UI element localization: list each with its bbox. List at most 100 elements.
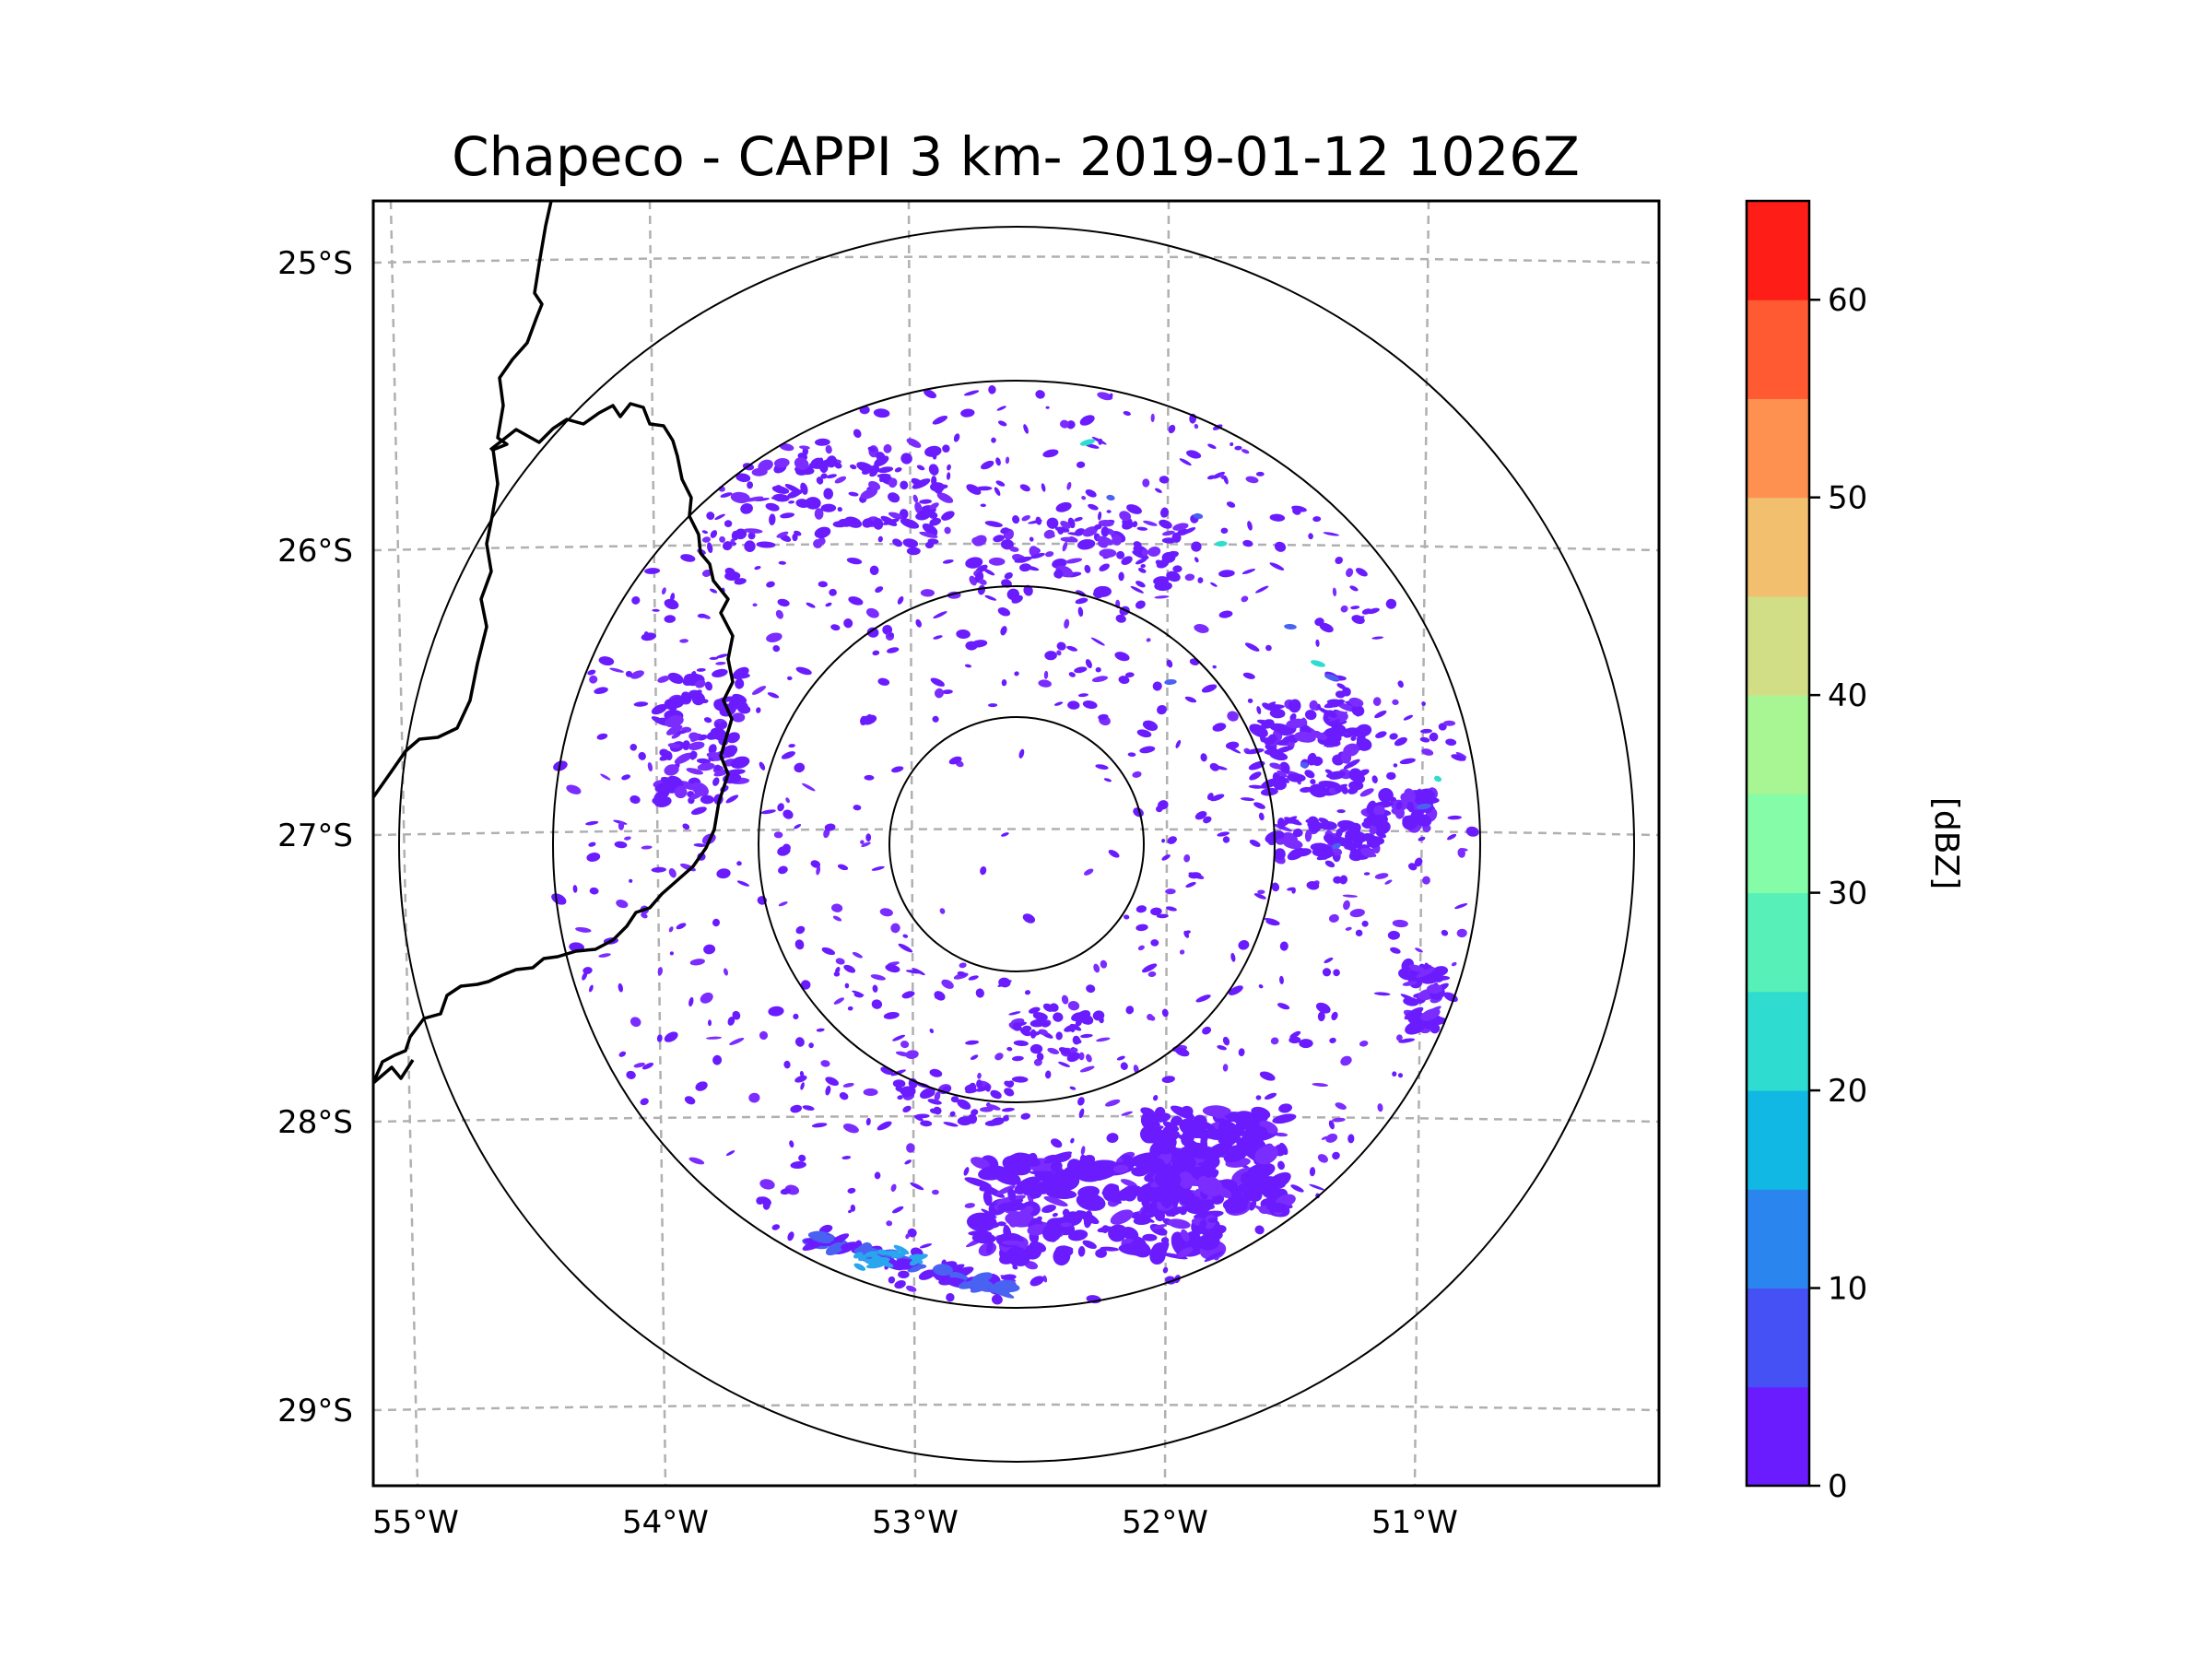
echo-cell <box>1038 1029 1048 1036</box>
echo-cell <box>735 678 745 689</box>
echo-cell <box>1091 436 1107 445</box>
echo-cell <box>735 528 747 540</box>
echo-cell <box>839 1092 849 1100</box>
echo-cell <box>1287 847 1305 861</box>
colorbar-tick-label: 40 <box>1828 677 1867 714</box>
echo-cell <box>769 513 776 525</box>
echo-cell <box>790 1104 803 1113</box>
echo-cell <box>843 964 856 973</box>
echo-cell <box>994 487 1001 496</box>
echo-cell <box>1116 1055 1125 1061</box>
echo-cell <box>697 613 707 618</box>
gridline-lon-55w <box>389 201 419 1486</box>
echo-cell <box>1060 1222 1072 1228</box>
echo-cell <box>641 1063 654 1070</box>
echo-cell <box>1395 1034 1403 1041</box>
echo-cell <box>703 717 712 724</box>
echo-cell <box>725 794 739 804</box>
lon-axis: 55°W 54°W 53°W 52°W 51°W <box>372 1504 1458 1541</box>
echo-cell <box>1186 450 1202 459</box>
echo-cell <box>1242 672 1255 679</box>
echo-cell <box>1373 805 1385 816</box>
echo-cell <box>929 1028 935 1034</box>
echo-cell <box>1457 848 1465 858</box>
echo-cell <box>964 1177 992 1188</box>
echo-cell <box>1041 1205 1056 1213</box>
echo-cell <box>1030 1043 1043 1054</box>
colorbar-band <box>1747 300 1809 399</box>
echo-cell <box>870 974 886 981</box>
echo-cell <box>1255 471 1265 477</box>
echo-cell <box>706 512 715 521</box>
echo-cell <box>1304 830 1312 842</box>
echo-cell <box>1095 666 1101 673</box>
echo-cell <box>877 1121 892 1131</box>
echo-cell <box>1206 1230 1223 1241</box>
echo-cell <box>1292 828 1303 838</box>
echo-cell <box>691 692 705 706</box>
echo-cell <box>1177 1144 1201 1162</box>
echo-cell <box>995 457 1001 466</box>
echo-cell <box>1096 1037 1111 1042</box>
echo-cell <box>1210 582 1218 587</box>
echo-cell <box>863 1088 878 1097</box>
echo-cell <box>1167 836 1177 844</box>
echo-cell <box>1289 1030 1301 1039</box>
echo-cell <box>1242 539 1253 547</box>
echo-cell <box>736 880 750 887</box>
echo-cell <box>582 967 593 974</box>
echo-cell <box>727 1017 735 1026</box>
echo-cell <box>1395 801 1403 810</box>
echo-cell <box>1179 949 1185 955</box>
echo-cell <box>651 866 666 873</box>
echo-cell <box>1398 1038 1416 1043</box>
echo-cell <box>1335 690 1346 699</box>
echo-cell <box>1141 548 1148 557</box>
echo-cell <box>919 499 932 504</box>
echo-cell <box>1274 848 1286 861</box>
echo-cell <box>943 1122 959 1127</box>
echo-cell <box>932 715 939 723</box>
echo-cell <box>664 764 679 776</box>
echo-cell <box>1062 541 1068 552</box>
echo-cell <box>1172 565 1182 573</box>
echo-cell <box>842 1124 859 1134</box>
echo-cell <box>853 993 864 998</box>
echo-cell <box>1359 788 1374 797</box>
echo-cell <box>1030 552 1045 559</box>
echo-cell <box>1060 536 1078 543</box>
echo-cell <box>1234 445 1242 451</box>
gridline-lat-25s <box>373 255 1659 265</box>
echo-cell <box>1283 839 1303 850</box>
echo-cell <box>695 679 706 688</box>
echo-cell <box>1030 1018 1046 1028</box>
echo-cell <box>1077 1185 1100 1199</box>
echo-cell <box>920 589 935 597</box>
echo-cell <box>720 721 727 728</box>
echo-cell <box>1348 851 1364 862</box>
echo-cell <box>825 1077 840 1087</box>
echo-cell <box>888 477 898 488</box>
echo-cell <box>724 567 735 576</box>
echo-cell <box>1133 1065 1139 1074</box>
echo-cell <box>625 670 633 677</box>
echo-cell <box>640 1098 649 1106</box>
echo-cell <box>1027 1224 1047 1236</box>
echo-cell <box>1421 748 1434 756</box>
echo-cell <box>1055 1031 1063 1041</box>
echo-cell <box>665 724 683 735</box>
echo-cell <box>850 1204 856 1212</box>
echo-cell <box>1374 873 1389 879</box>
echo-cell <box>1442 720 1456 726</box>
echo-cell <box>1110 1209 1134 1225</box>
echo-cell <box>929 1108 937 1114</box>
echo-cell <box>1124 672 1135 678</box>
echo-cell <box>1390 947 1401 954</box>
echo-cell <box>1433 775 1442 782</box>
echo-cell <box>1100 1246 1119 1252</box>
echo-cell <box>748 1092 760 1103</box>
echo-cell <box>1279 761 1290 774</box>
echo-cell <box>773 458 790 468</box>
echo-cell <box>807 1231 835 1244</box>
echo-cell <box>1161 1008 1169 1018</box>
